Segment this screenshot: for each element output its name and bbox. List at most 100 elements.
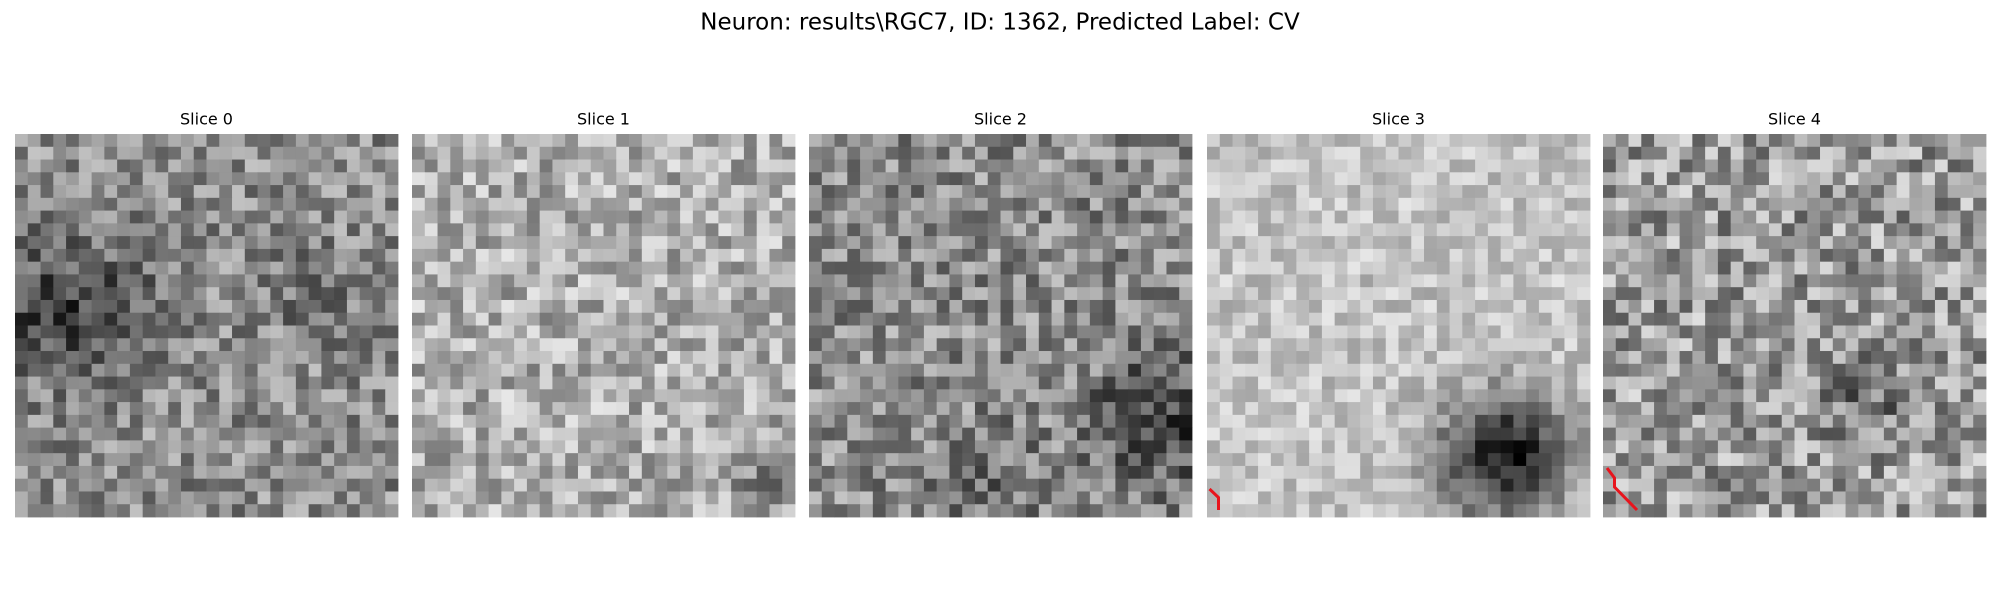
pixel xyxy=(1768,440,1783,454)
pixel xyxy=(1603,363,1617,377)
pixel xyxy=(295,504,310,518)
pixel xyxy=(1462,287,1476,301)
pixel xyxy=(1115,338,1129,352)
pixel xyxy=(1807,248,1821,263)
pixel xyxy=(437,389,451,403)
pixel xyxy=(385,402,399,416)
pixel xyxy=(1845,210,1859,224)
pixel xyxy=(1398,453,1412,467)
pixel xyxy=(1705,363,1719,377)
pixel xyxy=(1026,299,1040,314)
pixel xyxy=(949,197,963,211)
pixel xyxy=(590,414,604,429)
pixel xyxy=(1436,236,1450,250)
pixel xyxy=(1538,261,1553,275)
pixel xyxy=(372,210,386,224)
pixel xyxy=(936,299,950,314)
pixel xyxy=(129,389,144,403)
pixel xyxy=(898,312,912,326)
pixel xyxy=(526,478,541,492)
pixel xyxy=(66,223,80,237)
pixel xyxy=(1000,223,1014,237)
pixel xyxy=(1909,287,1923,301)
pixel xyxy=(885,134,899,148)
pixel xyxy=(987,478,1001,492)
pixel xyxy=(1960,414,1974,429)
pixel xyxy=(885,351,899,365)
pixel xyxy=(847,236,861,250)
pixel xyxy=(1832,453,1846,467)
pixel xyxy=(78,389,92,403)
pixel xyxy=(1858,210,1872,224)
pixel xyxy=(1449,299,1463,314)
pixel xyxy=(809,261,823,275)
pixel xyxy=(962,274,976,288)
pixel xyxy=(1475,427,1489,441)
pixel xyxy=(27,402,41,416)
pixel xyxy=(295,414,310,429)
pixel xyxy=(782,351,796,365)
pixel xyxy=(911,210,925,224)
pixel xyxy=(577,274,592,288)
pixel xyxy=(743,427,758,441)
panel-title: Slice 3 xyxy=(1372,110,1425,129)
pixel xyxy=(168,248,182,263)
pixel xyxy=(692,402,707,416)
pixel xyxy=(142,427,156,441)
pixel xyxy=(756,440,770,454)
pixel xyxy=(1115,287,1129,301)
pixel xyxy=(949,402,963,416)
pixel xyxy=(1807,236,1821,250)
pixel xyxy=(412,414,426,429)
pixel xyxy=(1679,159,1693,173)
pixel xyxy=(1781,210,1795,224)
pixel xyxy=(1615,274,1629,288)
pixel xyxy=(308,478,322,492)
pixel xyxy=(1768,261,1783,275)
pixel xyxy=(654,172,668,186)
pixel xyxy=(180,223,195,237)
pixel xyxy=(104,453,118,467)
pixel xyxy=(809,274,823,288)
pixel xyxy=(1564,248,1578,263)
pixel xyxy=(334,312,348,326)
pixel xyxy=(1922,172,1936,186)
pixel xyxy=(1820,504,1834,518)
pixel xyxy=(756,389,770,403)
pixel xyxy=(1360,287,1374,301)
pixel xyxy=(450,223,464,237)
pixel xyxy=(346,223,361,237)
pixel xyxy=(1140,223,1155,237)
pixel xyxy=(1207,414,1221,429)
pixel xyxy=(1794,134,1808,148)
pixel xyxy=(129,185,144,199)
pixel xyxy=(1385,465,1399,480)
pixel xyxy=(1896,248,1910,263)
pixel xyxy=(1309,478,1323,492)
pixel xyxy=(1781,299,1795,314)
panel-title: Slice 4 xyxy=(1768,110,1821,129)
pixel xyxy=(769,478,783,492)
pixel xyxy=(129,146,144,160)
pixel xyxy=(66,248,80,263)
pixel xyxy=(1000,146,1014,160)
pixel xyxy=(91,402,105,416)
pixel xyxy=(1820,338,1834,352)
pixel xyxy=(769,312,783,326)
pixel xyxy=(424,223,438,237)
pixel xyxy=(1219,223,1233,237)
pixel xyxy=(244,414,258,429)
pixel xyxy=(514,261,528,275)
pixel xyxy=(949,478,963,492)
pixel xyxy=(577,491,592,505)
pixel xyxy=(1153,389,1167,403)
pixel xyxy=(731,453,745,467)
pixel xyxy=(1321,465,1336,480)
pixel xyxy=(257,351,271,365)
pixel xyxy=(1730,427,1744,441)
pixel xyxy=(463,351,477,365)
pixel xyxy=(526,491,541,505)
pixel xyxy=(1641,146,1655,160)
pixel xyxy=(1270,223,1284,237)
pixel xyxy=(1973,363,1987,377)
